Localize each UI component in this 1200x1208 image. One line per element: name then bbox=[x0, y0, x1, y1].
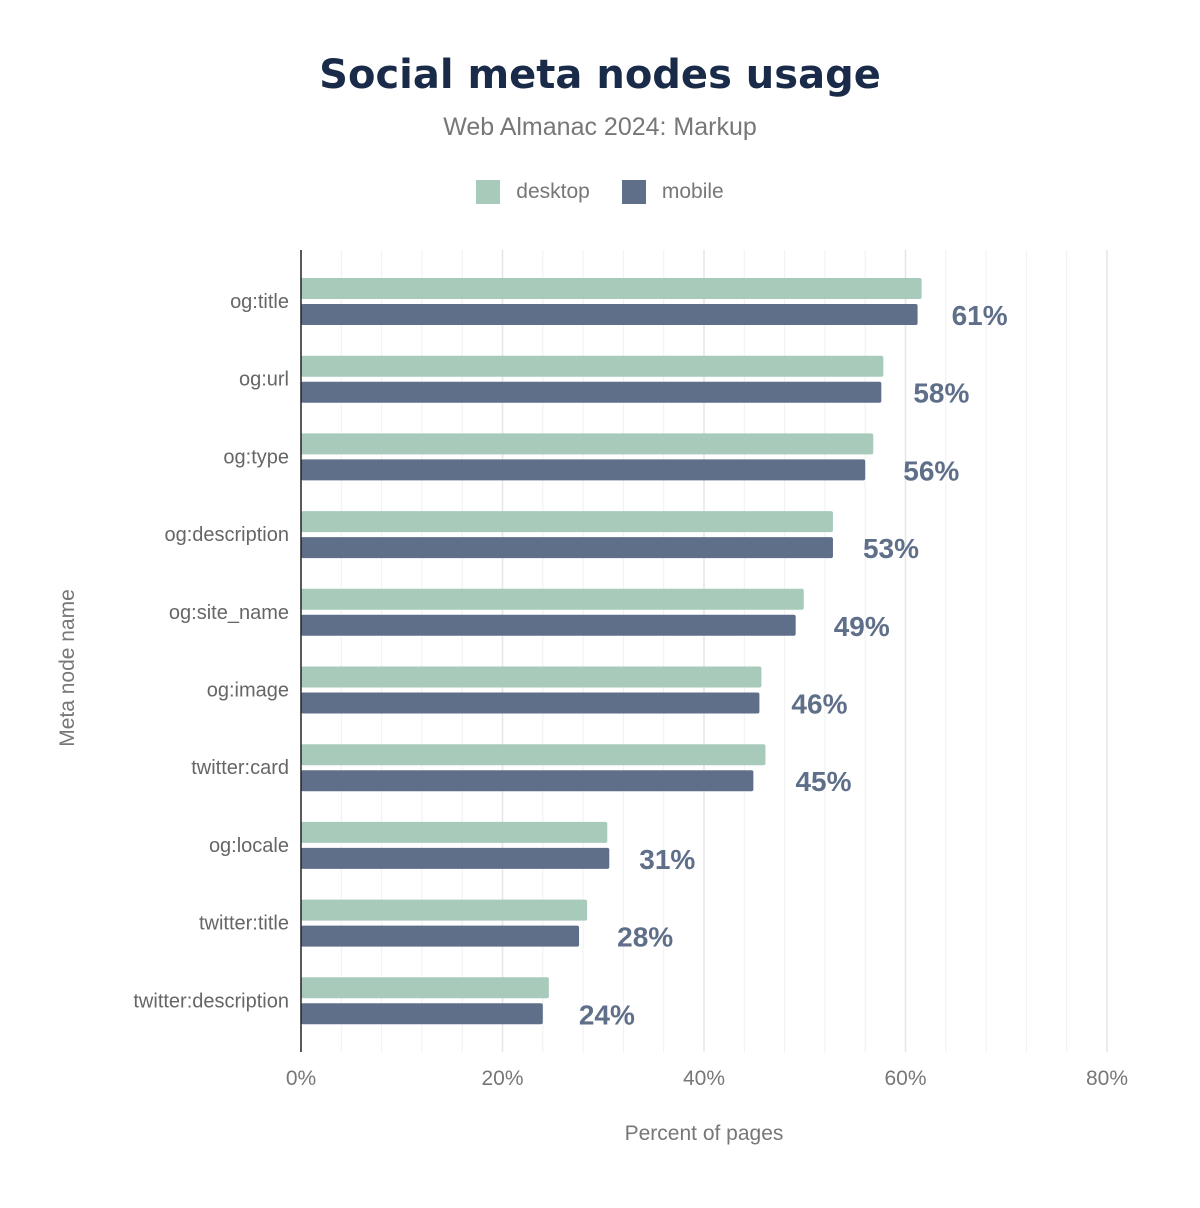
data-label: 45% bbox=[795, 766, 851, 797]
data-label: 28% bbox=[617, 922, 673, 953]
legend-item-desktop[interactable]: desktop bbox=[476, 180, 590, 204]
chart-title: Social meta nodes usage bbox=[319, 52, 881, 98]
bar-desktop bbox=[301, 744, 766, 766]
data-label: 46% bbox=[791, 689, 847, 720]
legend-item-mobile[interactable]: mobile bbox=[621, 180, 724, 204]
category-label: twitter:title bbox=[199, 913, 289, 935]
category-label: og:type bbox=[223, 446, 289, 468]
x-tick-label: 40% bbox=[683, 1067, 725, 1090]
x-tick-label: 60% bbox=[884, 1067, 926, 1090]
legend-swatch-desktop bbox=[476, 180, 501, 204]
bar-mobile bbox=[301, 847, 610, 869]
data-label: 53% bbox=[863, 533, 919, 564]
bar-desktop bbox=[301, 355, 884, 377]
x-axis-label: Percent of pages bbox=[624, 1122, 784, 1145]
bar-mobile bbox=[301, 692, 760, 714]
bar-mobile bbox=[301, 537, 833, 559]
y-axis-label: Meta node name bbox=[56, 589, 79, 747]
category-label: twitter:description bbox=[133, 990, 289, 1012]
bar-mobile bbox=[301, 459, 866, 481]
x-tick-label: 20% bbox=[481, 1067, 523, 1090]
bar-desktop bbox=[301, 977, 549, 999]
bar-desktop bbox=[301, 588, 804, 610]
bar-mobile bbox=[301, 381, 882, 403]
data-label: 31% bbox=[639, 844, 695, 875]
category-label: og:url bbox=[239, 369, 289, 391]
legend: desktop mobile bbox=[0, 180, 1200, 204]
data-label: 61% bbox=[952, 300, 1008, 331]
x-tick-label: 0% bbox=[286, 1067, 316, 1090]
bar-desktop bbox=[301, 821, 608, 843]
category-label: og:image bbox=[207, 680, 289, 702]
bar-mobile bbox=[301, 770, 754, 792]
chart-subtitle: Web Almanac 2024: Markup bbox=[443, 113, 757, 141]
bar-desktop bbox=[301, 666, 762, 688]
data-label: 58% bbox=[913, 378, 969, 409]
legend-label-desktop: desktop bbox=[516, 180, 590, 203]
category-label: twitter:card bbox=[191, 757, 289, 779]
data-label: 24% bbox=[579, 999, 635, 1030]
data-label: 49% bbox=[834, 611, 890, 642]
data-label: 56% bbox=[903, 455, 959, 486]
category-label: og:locale bbox=[209, 835, 289, 857]
bar-desktop bbox=[301, 433, 874, 455]
bar-mobile bbox=[301, 304, 918, 325]
bar-mobile bbox=[301, 614, 796, 636]
legend-label-mobile: mobile bbox=[661, 180, 724, 203]
bar-mobile bbox=[301, 925, 580, 947]
x-tick-label: 80% bbox=[1086, 1067, 1128, 1090]
bar-desktop bbox=[301, 278, 922, 299]
legend-swatch-mobile bbox=[621, 180, 646, 204]
bar-desktop bbox=[301, 511, 833, 533]
category-label: og:site_name bbox=[169, 602, 289, 624]
category-label: og:title bbox=[230, 291, 289, 313]
category-label: og:description bbox=[164, 524, 289, 546]
bar-mobile bbox=[301, 1003, 543, 1025]
bar-desktop bbox=[301, 899, 588, 921]
